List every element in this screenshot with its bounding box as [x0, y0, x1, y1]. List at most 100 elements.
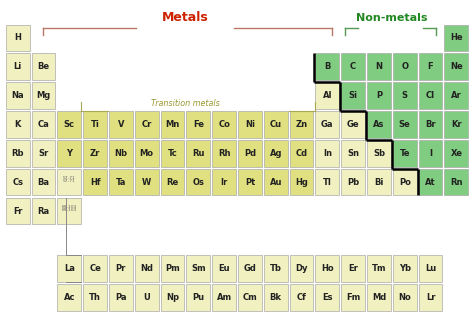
Text: Xe: Xe	[450, 149, 462, 158]
FancyBboxPatch shape	[341, 169, 365, 195]
Text: Be: Be	[37, 62, 49, 71]
FancyBboxPatch shape	[6, 198, 29, 224]
Text: Ag: Ag	[269, 149, 282, 158]
Text: Ce: Ce	[89, 264, 101, 273]
Text: Tl: Tl	[323, 178, 332, 187]
FancyBboxPatch shape	[367, 82, 391, 109]
Text: Zn: Zn	[295, 120, 308, 129]
FancyBboxPatch shape	[135, 111, 158, 138]
Text: Ni: Ni	[245, 120, 255, 129]
FancyBboxPatch shape	[445, 169, 468, 195]
Text: Cl: Cl	[426, 91, 435, 100]
FancyBboxPatch shape	[32, 169, 55, 195]
FancyBboxPatch shape	[186, 256, 210, 282]
FancyBboxPatch shape	[109, 169, 133, 195]
FancyBboxPatch shape	[32, 140, 55, 167]
FancyBboxPatch shape	[109, 256, 133, 282]
Text: Rn: Rn	[450, 178, 463, 187]
FancyBboxPatch shape	[341, 284, 365, 311]
FancyBboxPatch shape	[445, 25, 468, 51]
Text: Sb: Sb	[373, 149, 385, 158]
FancyBboxPatch shape	[83, 284, 107, 311]
FancyBboxPatch shape	[135, 140, 158, 167]
Text: Rb: Rb	[11, 149, 24, 158]
FancyBboxPatch shape	[186, 140, 210, 167]
FancyBboxPatch shape	[367, 169, 391, 195]
FancyBboxPatch shape	[161, 256, 184, 282]
FancyBboxPatch shape	[367, 111, 391, 138]
Text: Mo: Mo	[140, 149, 154, 158]
FancyBboxPatch shape	[57, 111, 81, 138]
FancyBboxPatch shape	[341, 256, 365, 282]
FancyBboxPatch shape	[238, 169, 262, 195]
Text: Pr: Pr	[116, 264, 126, 273]
FancyBboxPatch shape	[445, 82, 468, 109]
Text: K: K	[14, 120, 21, 129]
FancyBboxPatch shape	[32, 53, 55, 80]
FancyBboxPatch shape	[238, 111, 262, 138]
Text: Ti: Ti	[91, 120, 100, 129]
FancyBboxPatch shape	[316, 53, 339, 80]
Text: Ge: Ge	[347, 120, 359, 129]
FancyBboxPatch shape	[445, 140, 468, 167]
Text: Md: Md	[372, 293, 386, 302]
FancyBboxPatch shape	[419, 111, 442, 138]
FancyBboxPatch shape	[161, 284, 184, 311]
FancyBboxPatch shape	[186, 169, 210, 195]
Text: Al: Al	[323, 91, 332, 100]
FancyBboxPatch shape	[419, 256, 442, 282]
FancyBboxPatch shape	[6, 140, 29, 167]
FancyBboxPatch shape	[419, 82, 442, 109]
Text: Ta: Ta	[116, 178, 126, 187]
FancyBboxPatch shape	[109, 284, 133, 311]
Text: Po: Po	[399, 178, 410, 187]
FancyBboxPatch shape	[316, 284, 339, 311]
Text: Cu: Cu	[270, 120, 282, 129]
Text: H: H	[14, 33, 21, 42]
FancyBboxPatch shape	[161, 140, 184, 167]
Text: Bk: Bk	[270, 293, 282, 302]
FancyBboxPatch shape	[264, 284, 288, 311]
FancyBboxPatch shape	[341, 82, 365, 109]
FancyBboxPatch shape	[367, 284, 391, 311]
FancyBboxPatch shape	[419, 140, 442, 167]
Text: Ba: Ba	[37, 178, 49, 187]
Text: Lu: Lu	[425, 264, 436, 273]
FancyBboxPatch shape	[316, 82, 339, 109]
FancyBboxPatch shape	[419, 284, 442, 311]
Text: Non-metals: Non-metals	[356, 13, 428, 23]
Text: Th: Th	[89, 293, 101, 302]
Text: Er: Er	[348, 264, 358, 273]
Text: He: He	[450, 33, 463, 42]
FancyBboxPatch shape	[341, 111, 365, 138]
Text: Hf: Hf	[90, 178, 100, 187]
FancyBboxPatch shape	[161, 169, 184, 195]
Text: 89-103: 89-103	[62, 208, 77, 212]
Text: Y: Y	[66, 149, 72, 158]
Text: V: V	[118, 120, 124, 129]
FancyBboxPatch shape	[32, 111, 55, 138]
FancyBboxPatch shape	[6, 111, 29, 138]
Text: Br: Br	[425, 120, 436, 129]
FancyBboxPatch shape	[57, 284, 81, 311]
Text: At: At	[425, 178, 436, 187]
Text: Fr: Fr	[13, 206, 22, 215]
Text: Am: Am	[217, 293, 232, 302]
FancyBboxPatch shape	[393, 111, 417, 138]
Text: Sn: Sn	[347, 149, 359, 158]
Text: Mn: Mn	[165, 120, 180, 129]
Text: F: F	[428, 62, 433, 71]
Text: P: P	[376, 91, 382, 100]
Text: Pm: Pm	[165, 264, 180, 273]
FancyBboxPatch shape	[32, 198, 55, 224]
Text: La: La	[64, 264, 75, 273]
Text: Re: Re	[166, 178, 179, 187]
Text: Bi: Bi	[374, 178, 383, 187]
Text: In: In	[323, 149, 332, 158]
Text: Hg: Hg	[295, 178, 308, 187]
FancyBboxPatch shape	[109, 111, 133, 138]
Text: Pu: Pu	[192, 293, 204, 302]
Text: B: B	[324, 62, 330, 71]
FancyBboxPatch shape	[316, 111, 339, 138]
FancyBboxPatch shape	[290, 256, 313, 282]
